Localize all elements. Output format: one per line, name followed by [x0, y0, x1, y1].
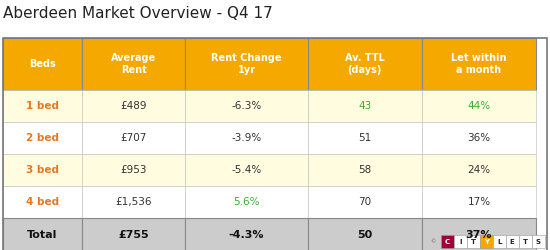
- Bar: [307, 154, 422, 186]
- Bar: [3, 218, 82, 250]
- Bar: [422, 122, 536, 154]
- Bar: [506, 235, 519, 248]
- Bar: [307, 38, 422, 90]
- Text: E: E: [510, 238, 515, 244]
- Text: T: T: [522, 238, 528, 244]
- Text: Average
Rent: Average Rent: [111, 53, 156, 75]
- Text: -3.9%: -3.9%: [232, 133, 262, 143]
- Text: T: T: [471, 238, 476, 244]
- Bar: [82, 154, 185, 186]
- Bar: [185, 218, 307, 250]
- Text: Beds: Beds: [29, 59, 56, 69]
- Text: 58: 58: [358, 165, 371, 175]
- Text: Av. TTL
(days): Av. TTL (days): [345, 53, 384, 75]
- Text: 1 bed: 1 bed: [26, 101, 59, 111]
- Text: 5.6%: 5.6%: [233, 197, 260, 207]
- Bar: [3, 122, 82, 154]
- Text: 36%: 36%: [468, 133, 491, 143]
- Text: Rent Change
1yr: Rent Change 1yr: [211, 53, 282, 75]
- Bar: [307, 186, 422, 218]
- Bar: [422, 38, 536, 90]
- Text: Aberdeen Market Overview - Q4 17: Aberdeen Market Overview - Q4 17: [3, 6, 273, 21]
- Bar: [185, 186, 307, 218]
- Text: L: L: [497, 238, 502, 244]
- Bar: [480, 235, 492, 248]
- Text: £953: £953: [120, 165, 147, 175]
- Bar: [467, 235, 480, 248]
- Bar: [307, 90, 422, 122]
- Text: £755: £755: [118, 230, 149, 240]
- Text: 2 bed: 2 bed: [26, 133, 59, 143]
- Text: Total: Total: [28, 230, 58, 240]
- Bar: [493, 235, 505, 248]
- Text: 44%: 44%: [468, 101, 491, 111]
- Text: 51: 51: [358, 133, 371, 143]
- Text: 70: 70: [358, 197, 371, 207]
- Text: 3 bed: 3 bed: [26, 165, 59, 175]
- Text: 24%: 24%: [468, 165, 491, 175]
- Text: ©: ©: [431, 239, 436, 244]
- Bar: [3, 38, 82, 90]
- Bar: [422, 154, 536, 186]
- Text: 17%: 17%: [468, 197, 491, 207]
- Bar: [441, 235, 454, 248]
- Bar: [82, 218, 185, 250]
- Text: Let within
a month: Let within a month: [451, 53, 507, 75]
- Text: 37%: 37%: [466, 230, 492, 240]
- Bar: [532, 235, 544, 248]
- Text: 43: 43: [358, 101, 371, 111]
- Bar: [454, 235, 466, 248]
- Text: -4.3%: -4.3%: [229, 230, 264, 240]
- Bar: [307, 122, 422, 154]
- Text: I: I: [459, 238, 461, 244]
- Text: £1,536: £1,536: [116, 197, 152, 207]
- Text: C: C: [445, 238, 450, 244]
- Bar: [422, 186, 536, 218]
- Text: £707: £707: [120, 133, 147, 143]
- Bar: [82, 122, 185, 154]
- Bar: [185, 38, 307, 90]
- Bar: [185, 154, 307, 186]
- Text: £489: £489: [120, 101, 147, 111]
- Bar: [3, 38, 547, 250]
- Bar: [422, 90, 536, 122]
- Bar: [3, 90, 82, 122]
- Text: S: S: [536, 238, 541, 244]
- Bar: [82, 38, 185, 90]
- Bar: [3, 154, 82, 186]
- Bar: [307, 218, 422, 250]
- Text: -6.3%: -6.3%: [232, 101, 262, 111]
- Bar: [3, 186, 82, 218]
- Bar: [82, 186, 185, 218]
- Bar: [519, 235, 531, 248]
- Text: Y: Y: [484, 238, 489, 244]
- Text: 4 bed: 4 bed: [26, 197, 59, 207]
- Text: -5.4%: -5.4%: [232, 165, 262, 175]
- Bar: [82, 90, 185, 122]
- Text: 50: 50: [357, 230, 372, 240]
- Bar: [185, 90, 307, 122]
- Bar: [185, 122, 307, 154]
- Bar: [422, 218, 536, 250]
